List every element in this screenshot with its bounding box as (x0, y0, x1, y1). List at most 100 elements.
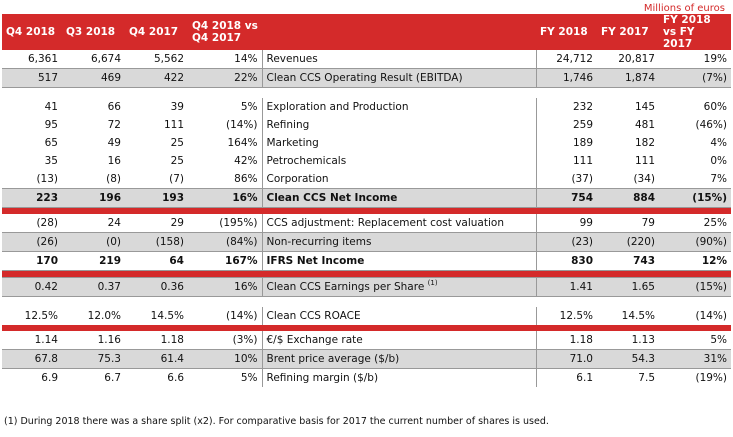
separator-cell (536, 270, 597, 278)
cell-value: (195%) (219, 217, 258, 229)
cell-value: 25 (170, 137, 184, 149)
cell-fy-var: 7% (659, 170, 731, 189)
separator-cell (188, 325, 262, 331)
separator-cell (2, 270, 62, 278)
spacer-cell (125, 88, 188, 99)
cell-q4-2018: 517 (2, 68, 62, 88)
cell-q3-2018: 6.7 (62, 369, 125, 388)
separator-cell (125, 207, 188, 214)
cell-label: Corporation (261, 170, 536, 189)
cell-value: 170 (36, 255, 58, 267)
cell-fy-2018: 111 (535, 152, 597, 170)
header-fy-variation: FY 2018 vs FY 2017 (659, 14, 731, 50)
cell-value: 24 (107, 217, 121, 229)
cell-q4-2018: 41 (2, 98, 62, 116)
cell-value: 189 (572, 137, 593, 149)
cell-q4-2018: 6.9 (2, 369, 62, 388)
cell-q4-2018: 95 (2, 116, 62, 134)
cell-value: 99 (579, 217, 593, 229)
cell-fy-2017: 182 (597, 134, 659, 152)
cell-q4-2017: 25 (125, 134, 188, 152)
table-row: 6.9 6.7 6.6 5% Refining margin ($/b) 6.1 7.5 (1… (2, 368, 731, 388)
cell-fy-2018: 1,746 (535, 68, 597, 88)
cell-value: 35 (44, 155, 58, 167)
cell-q4-2017: 29 (125, 214, 188, 233)
cell-label: Petrochemicals (261, 152, 536, 170)
cell-fy-var: 60% (659, 98, 731, 116)
cell-q4-2018: (26) (2, 232, 62, 252)
cell-fy-2018: 1.41 (535, 277, 597, 297)
cell-value: 1.18 (160, 334, 184, 346)
cell-fy-2017: 1.65 (597, 277, 659, 297)
cell-fy-2018: 99 (535, 214, 597, 233)
header-quarter-variation: Q4 2018 vs Q4 2017 (188, 14, 262, 50)
cell-value: Brent price average ($/b) (266, 353, 400, 365)
cell-value: 64 (169, 255, 184, 267)
cell-value: Exploration and Production (266, 101, 409, 113)
cell-value: (3%) (232, 334, 258, 346)
cell-value: 182 (634, 137, 655, 149)
cell-value: 111 (572, 155, 593, 167)
cell-value: 223 (36, 192, 58, 204)
header-q4-2018: Q4 2018 (2, 14, 62, 50)
cell-fy-2017: 1,874 (597, 68, 659, 88)
cell-fy-2017: 1.13 (597, 331, 659, 350)
separator-cell (659, 270, 731, 278)
cell-value: (19%) (695, 372, 727, 384)
cell-value: Clean CCS Operating Result (EBITDA) (266, 72, 463, 84)
table-row: 223 196 193 16% Clean CCS Net Income 754 884 (1… (2, 188, 731, 208)
cell-value: 884 (633, 192, 655, 204)
table-row: 65 49 25 164% Marketing 189 182 4% (2, 134, 731, 152)
cell-q4-2017: 1.18 (125, 331, 188, 350)
cell-q-var: (14%) (188, 116, 262, 134)
cell-q4-2017: 111 (125, 116, 188, 134)
table-body: 6,361 6,674 5,562 14% Revenues 24,712 20,817 19… (2, 50, 731, 387)
cell-value: 10% (234, 353, 258, 365)
cell-fy-2018: 6.1 (535, 368, 597, 387)
cell-q-var: 5% (188, 98, 262, 116)
cell-label: Revenues (261, 50, 536, 69)
cell-fy-2017: (220) (597, 232, 659, 252)
separator-cell (597, 325, 659, 331)
footnote-marker: (1) (427, 279, 438, 287)
cell-value: 259 (572, 119, 593, 131)
cell-fy-2018: 24,712 (535, 50, 597, 69)
footnote: (1) During 2018 there was a share split … (4, 416, 549, 427)
cell-q4-2018: 1.14 (2, 331, 62, 350)
cell-value: Clean CCS ROACE (266, 310, 361, 322)
cell-value: 232 (572, 101, 593, 113)
cell-value: (8) (106, 173, 121, 185)
cell-fy-var: 4% (659, 134, 731, 152)
cell-value: 61.4 (160, 353, 184, 365)
cell-fy-2018: 1.18 (535, 331, 597, 350)
cell-value: (7) (169, 173, 184, 185)
cell-value: 1,874 (624, 72, 655, 84)
cell-value: CCS adjustment: Replacement cost valuati… (266, 217, 504, 229)
cell-fy-var: (15%) (659, 188, 731, 208)
spacer-row (2, 297, 731, 308)
cell-value: 1.13 (631, 334, 655, 346)
cell-value: (0) (106, 236, 121, 248)
cell-value: 39 (170, 101, 184, 113)
cell-q4-2018: 12.5% (2, 307, 62, 325)
cell-value: (26) (36, 236, 58, 248)
cell-fy-2017: 79 (597, 214, 659, 233)
cell-value: (23) (571, 236, 593, 248)
cell-fy-2017: 7.5 (597, 369, 659, 388)
cell-q4-2017: 64 (125, 251, 188, 271)
cell-q-var: 167% (188, 251, 262, 271)
cell-value: 20,817 (618, 53, 655, 65)
spacer-cell (262, 297, 536, 308)
cell-q3-2018: 12.0% (62, 307, 125, 325)
cell-value: 5% (710, 334, 727, 346)
cell-q4-2017: (158) (125, 232, 188, 252)
cell-q3-2018: 72 (62, 116, 125, 134)
cell-q-var: 16% (188, 188, 262, 208)
cell-value: 75.3 (97, 353, 121, 365)
separator-cell (536, 207, 597, 214)
spacer-cell (2, 297, 62, 308)
cell-q-var: 86% (188, 170, 262, 189)
cell-q3-2018: 469 (62, 68, 125, 88)
table-row: (26) (0) (158) (84%) Non-recurring items (23)… (2, 232, 731, 252)
cell-fy-2018: 71.0 (535, 349, 597, 369)
